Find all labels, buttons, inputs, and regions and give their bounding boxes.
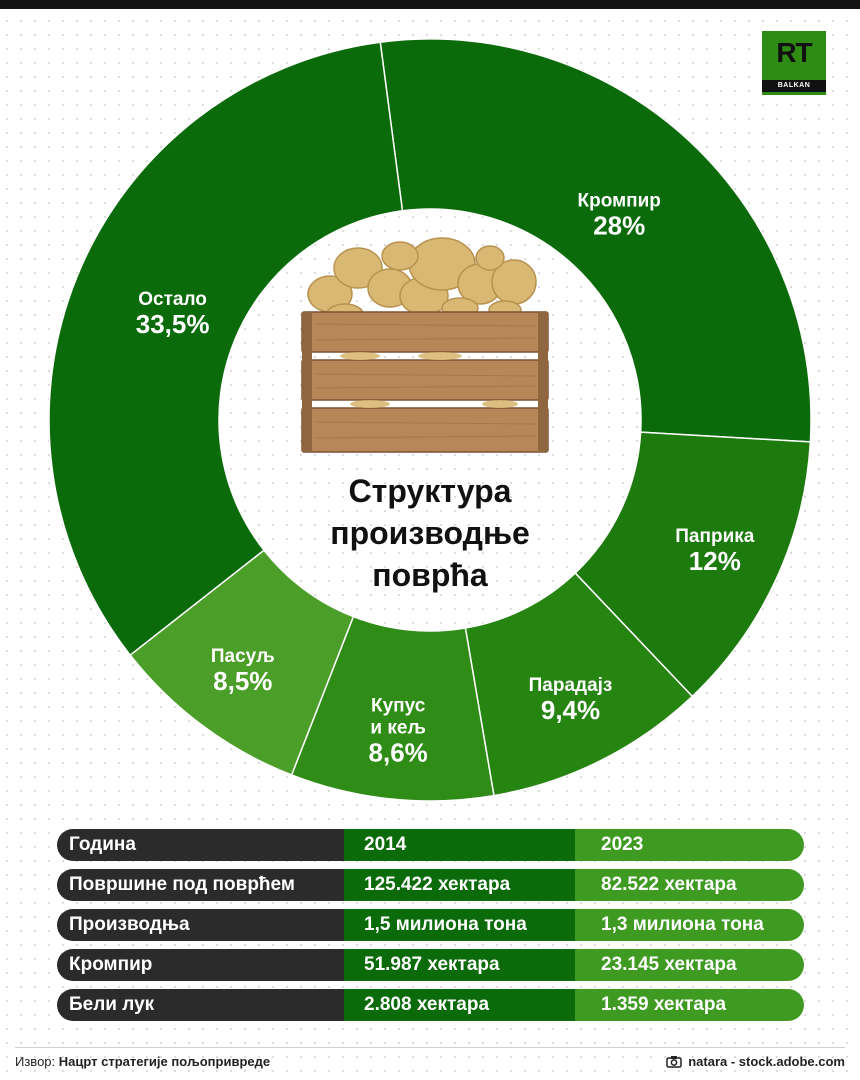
table-row: Година 2014 2023 (57, 829, 804, 861)
top-bar (0, 0, 860, 9)
table-cell: 51.987 хектара (344, 949, 575, 981)
table-cell: 125.422 хектара (344, 869, 575, 901)
slice-value-label: 8,6% (369, 737, 428, 767)
table-cell: 1.359 хектара (575, 989, 804, 1021)
table-cell: Бели лук (57, 989, 344, 1021)
slice-name-label: и кељ (370, 717, 425, 738)
donut-slice-0 (379, 38, 812, 443)
chart-title-line-2: производње (330, 515, 530, 551)
rt-balkan-logo: RT BALKAN (762, 31, 826, 95)
table-cell: 2014 (344, 829, 575, 861)
chart-title: Структура производње поврћа (250, 470, 610, 596)
camera-icon (666, 1056, 682, 1068)
table-cell: 23.145 хектара (575, 949, 804, 981)
table-row: Кромпир 51.987 хектара 23.145 хектара (57, 949, 804, 981)
table-cell: 2023 (575, 829, 804, 861)
table-row: Површине под поврћем 125.422 хектара 82.… (57, 869, 804, 901)
table-cell: 2.808 хектара (344, 989, 575, 1021)
table-row: Производња 1,5 милиона тона 1,3 милиона … (57, 909, 804, 941)
slice-name-label: Купус (371, 695, 426, 716)
logo-subtext: BALKAN (777, 82, 811, 89)
slice-value-label: 8,5% (213, 666, 272, 696)
table-cell: 1,5 милиона тона (344, 909, 575, 941)
logo-text: RT (776, 37, 812, 68)
chart-title-line-3: поврћа (372, 557, 488, 593)
slice-name-label: Пасуљ (211, 646, 275, 667)
comparison-table: Година 2014 2023 Површине под поврћем 12… (57, 829, 804, 1029)
photo-credit: natara - stock.adobe.com (666, 1054, 845, 1069)
table-cell: 1,3 милиона тона (575, 909, 804, 941)
source-value: Нацрт стратегије пољопривреде (58, 1054, 271, 1069)
table-cell: Кромпир (57, 949, 344, 981)
slice-name-label: Парадајз (529, 675, 613, 696)
table-cell: Година (57, 829, 344, 861)
slice-value-label: 12% (689, 546, 741, 576)
slice-value-label: 9,4% (541, 695, 600, 725)
source-label: Извор: (15, 1054, 56, 1069)
slice-value-label: 28% (593, 210, 645, 240)
slice-name-label: Остало (138, 289, 207, 310)
slice-name-label: Кромпир (578, 190, 661, 211)
potato-crate-image (301, 237, 549, 453)
footer-divider (15, 1047, 845, 1048)
table-cell: 82.522 хектара (575, 869, 804, 901)
donut-slice-5 (48, 41, 404, 657)
table-cell: Производња (57, 909, 344, 941)
chart-title-line-1: Структура (348, 473, 512, 509)
photo-credit-text: natara - stock.adobe.com (688, 1054, 845, 1069)
slice-name-label: Паприка (675, 526, 754, 547)
table-cell: Површине под поврћем (57, 869, 344, 901)
table-row: Бели лук 2.808 хектара 1.359 хектара (57, 989, 804, 1021)
slice-value-label: 33,5% (136, 309, 210, 339)
source-note: Извор: Нацрт стратегије пољопривреде (15, 1054, 270, 1069)
